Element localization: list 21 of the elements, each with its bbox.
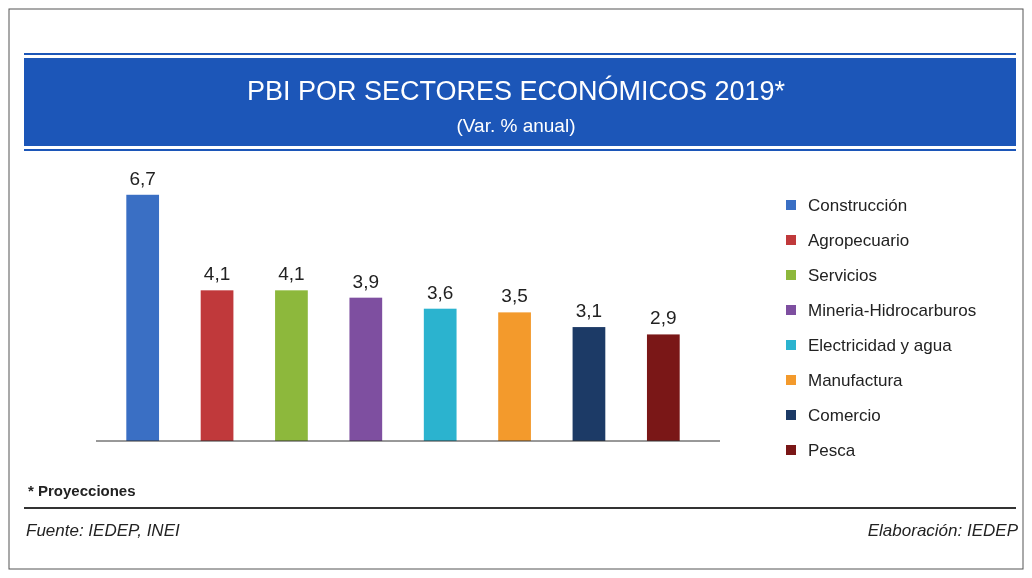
data-label: 3,5 [501, 285, 528, 307]
legend-label: Construcción [808, 196, 908, 215]
legend-label: Pesca [808, 441, 856, 460]
legend-label: Servicios [808, 266, 877, 285]
data-label: 3,1 [575, 300, 603, 322]
data-label: 4,1 [278, 263, 305, 285]
data-label: 4,1 [203, 263, 231, 285]
data-label: 3,6 [426, 281, 454, 303]
chart-subtitle: (Var. % anual) [456, 115, 576, 136]
legend-label: Electricidad y agua [808, 336, 953, 355]
legend-label: Agropecuario [808, 231, 910, 250]
legend-label: Mineria-Hidrocarburos [808, 301, 977, 320]
data-label: 6,7 [129, 167, 156, 189]
source-note: Fuente: IEDEP, INEI [26, 521, 180, 540]
chart-title: PBI POR SECTORES ECONÓMICOS 2019* [246, 75, 786, 106]
data-label: 2,9 [650, 307, 677, 329]
data-label: 3,9 [352, 270, 380, 292]
legend-label: Comercio [808, 406, 881, 425]
text: * Proyecciones [28, 482, 136, 499]
legend-label: Manufactura [808, 371, 904, 390]
text: Elaboración: IEDEP [867, 521, 1019, 540]
